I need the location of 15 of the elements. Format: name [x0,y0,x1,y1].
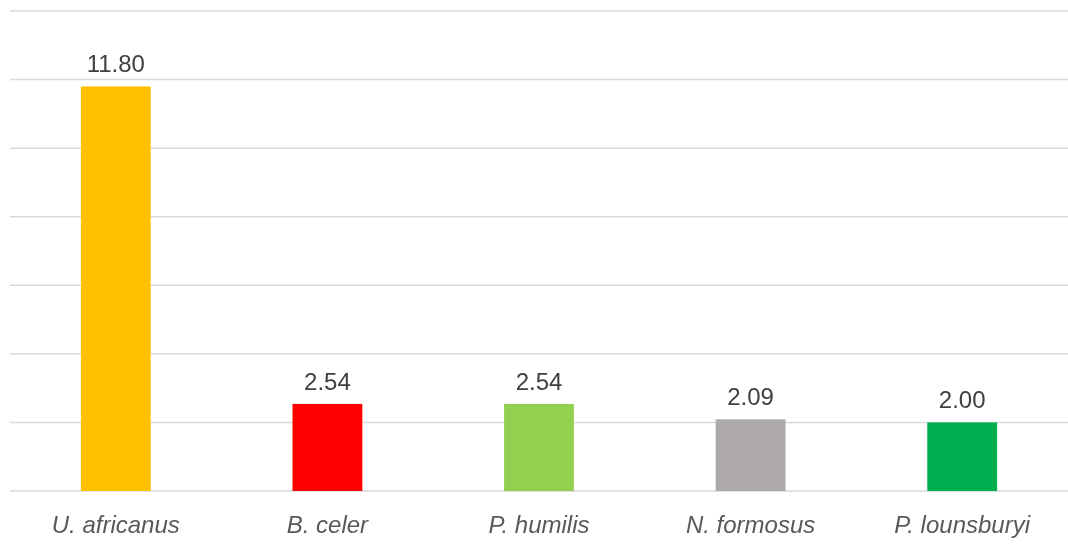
bar [292,403,363,491]
bar [504,403,574,491]
data-label: 2.00 [938,386,986,414]
x-tick-label: P. lounsburyi [894,511,1031,538]
data-label: 11.80 [86,50,145,78]
bar [927,422,998,491]
data-label: 2.54 [515,367,563,395]
x-tick-label: P. humilis [488,511,590,538]
x-tick-label: B. celer [286,511,370,538]
data-label: 2.09 [727,383,774,411]
bar [715,419,786,491]
data-label: 2.54 [304,367,351,395]
x-tick-label: N. formosus [685,511,816,538]
bar [80,86,151,491]
x-tick-label: U. africanus [51,511,180,538]
